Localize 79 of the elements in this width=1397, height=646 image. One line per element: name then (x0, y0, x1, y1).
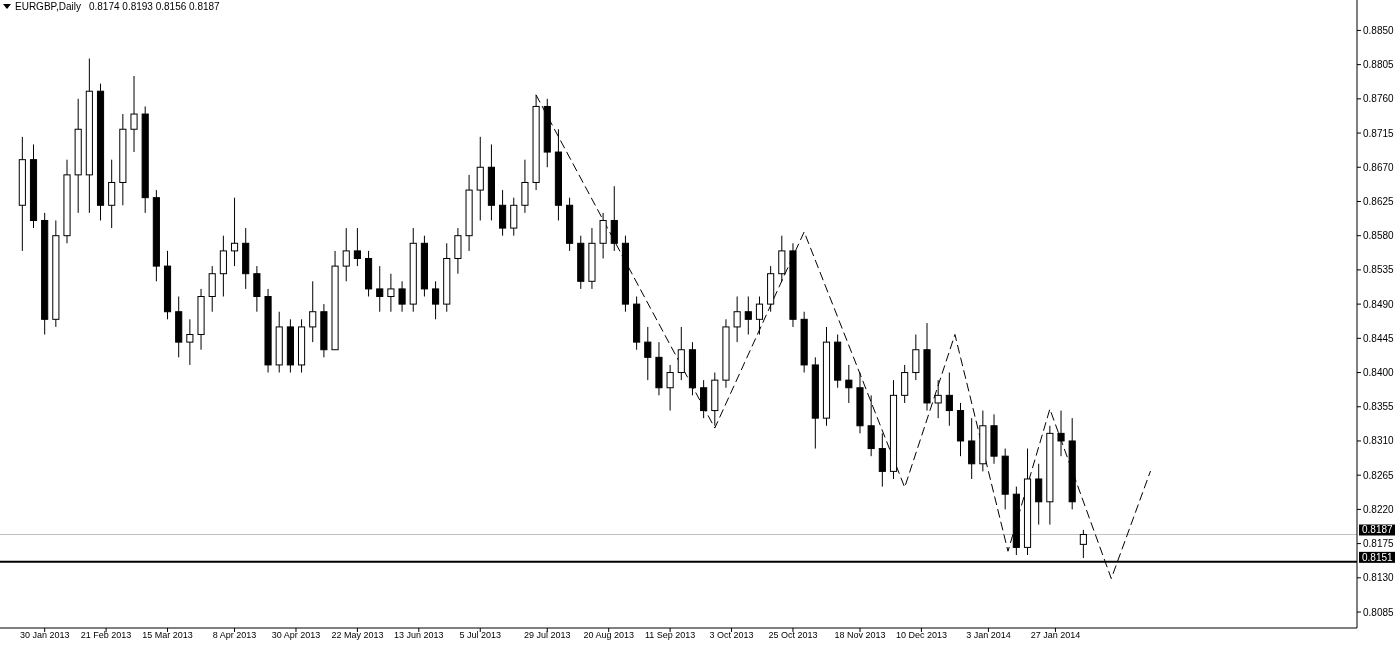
candlestick (387, 273, 395, 313)
candlestick (666, 364, 674, 412)
candlestick (912, 334, 920, 381)
x-tick-label: 30 Apr 2013 (271, 630, 321, 641)
x-tick-label: 10 Dec 2013 (895, 630, 947, 641)
candlestick (644, 326, 652, 381)
y-tick-label: 0.8850 (1363, 24, 1395, 36)
y-tick-label: 0.8805 (1363, 59, 1395, 71)
candlestick (376, 265, 384, 313)
candlestick (432, 280, 440, 320)
candlestick (130, 75, 138, 153)
candlestick (1035, 463, 1043, 526)
x-tick-label: 13 Jun 2013 (394, 630, 444, 641)
candlestick (342, 227, 350, 282)
candlestick (108, 159, 116, 229)
y-tick-label: 0.8085 (1363, 606, 1395, 618)
x-tick-label: 22 May 2013 (331, 630, 384, 641)
candlestick (867, 394, 875, 457)
chart-title: EURGBP,Daily (15, 1, 81, 12)
x-tick-label: 5 Jul 2013 (459, 630, 502, 641)
candlestick (353, 227, 361, 267)
candlestick (398, 280, 406, 313)
candlestick (454, 227, 462, 275)
candlestick (945, 372, 953, 427)
candlestick (1057, 410, 1065, 457)
candlestick (968, 417, 976, 480)
candlestick (230, 197, 239, 267)
y-tick-label: 0.8715 (1363, 127, 1395, 139)
candlestick (934, 379, 942, 419)
y-tick-label: 0.8220 (1363, 503, 1395, 515)
candlestick (901, 364, 909, 404)
candlestick (521, 159, 529, 214)
candlestick (253, 265, 261, 313)
x-tick-label: 30 Jan 2013 (19, 630, 70, 641)
candlestick (1079, 529, 1087, 559)
x-tick-label: 27 Jan 2014 (1030, 630, 1081, 641)
candlestick (733, 296, 741, 343)
x-tick-label: 8 Apr 2013 (212, 630, 257, 641)
candlestick (878, 432, 886, 488)
candlestick (599, 212, 607, 259)
x-tick-label: 29 Jul 2013 (523, 630, 571, 641)
y-tick-label: 0.8400 (1363, 367, 1395, 379)
ref-line-label: 0.8187 (1362, 524, 1394, 536)
candlestick (778, 235, 786, 282)
candlestick (744, 296, 752, 336)
chart-subtitle: 0.8174 0.8193 0.8156 0.8187 (88, 1, 221, 12)
y-tick-label: 0.8265 (1363, 469, 1395, 481)
x-tick-label: 3 Jan 2014 (966, 630, 1011, 641)
candlestick (700, 379, 708, 419)
candlestick (186, 318, 194, 366)
candlestick (208, 265, 216, 313)
y-tick-label: 0.8670 (1363, 161, 1395, 173)
y-tick-label: 0.8310 (1363, 435, 1395, 447)
y-tick-label: 0.8130 (1363, 572, 1395, 584)
candlestick (677, 326, 685, 381)
ref-line-label: 0.8151 (1362, 551, 1394, 563)
candlestick (499, 189, 507, 237)
x-tick-label: 21 Feb 2013 (80, 630, 132, 641)
y-tick-label: 0.8760 (1363, 93, 1395, 105)
y-tick-label: 0.8445 (1363, 332, 1395, 344)
y-tick-label: 0.8175 (1363, 538, 1395, 550)
candlestick (476, 136, 484, 221)
x-tick-label: 18 Nov 2013 (834, 630, 886, 641)
x-tick-label: 3 Oct 2013 (709, 630, 754, 641)
candlestick (309, 280, 317, 343)
candlestick (510, 197, 518, 237)
y-tick-label: 0.8535 (1363, 264, 1395, 276)
candlestick (219, 235, 227, 298)
x-tick-label: 25 Oct 2013 (768, 630, 818, 641)
y-tick-label: 0.8580 (1363, 230, 1395, 242)
x-tick-label: 20 Aug 2013 (583, 630, 634, 641)
y-tick-label: 0.8490 (1363, 298, 1395, 310)
y-tick-label: 0.8355 (1363, 401, 1395, 413)
y-tick-label: 0.8625 (1363, 195, 1395, 207)
candlestick (755, 296, 764, 336)
x-tick-label: 15 Mar 2013 (142, 630, 193, 641)
candlestick (845, 364, 853, 404)
x-tick-label: 11 Sep 2013 (644, 630, 696, 641)
candlestick (610, 185, 618, 252)
